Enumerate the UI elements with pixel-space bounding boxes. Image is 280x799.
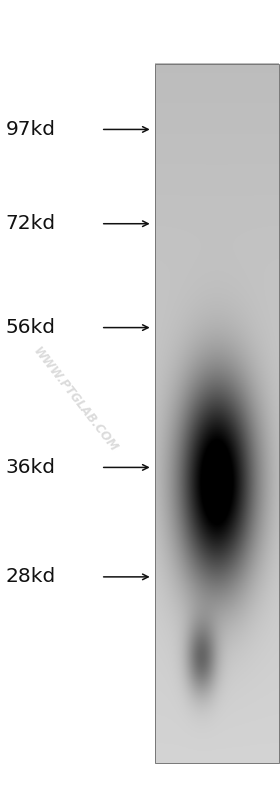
Text: 72kd: 72kd [6, 214, 56, 233]
Text: 36kd: 36kd [6, 458, 56, 477]
Bar [155, 64, 279, 763]
Text: 56kd: 56kd [6, 318, 56, 337]
Text: 97kd: 97kd [6, 120, 56, 139]
Text: WWW.PTGLAB.COM: WWW.PTGLAB.COM [31, 344, 120, 455]
Text: 28kd: 28kd [6, 567, 56, 586]
